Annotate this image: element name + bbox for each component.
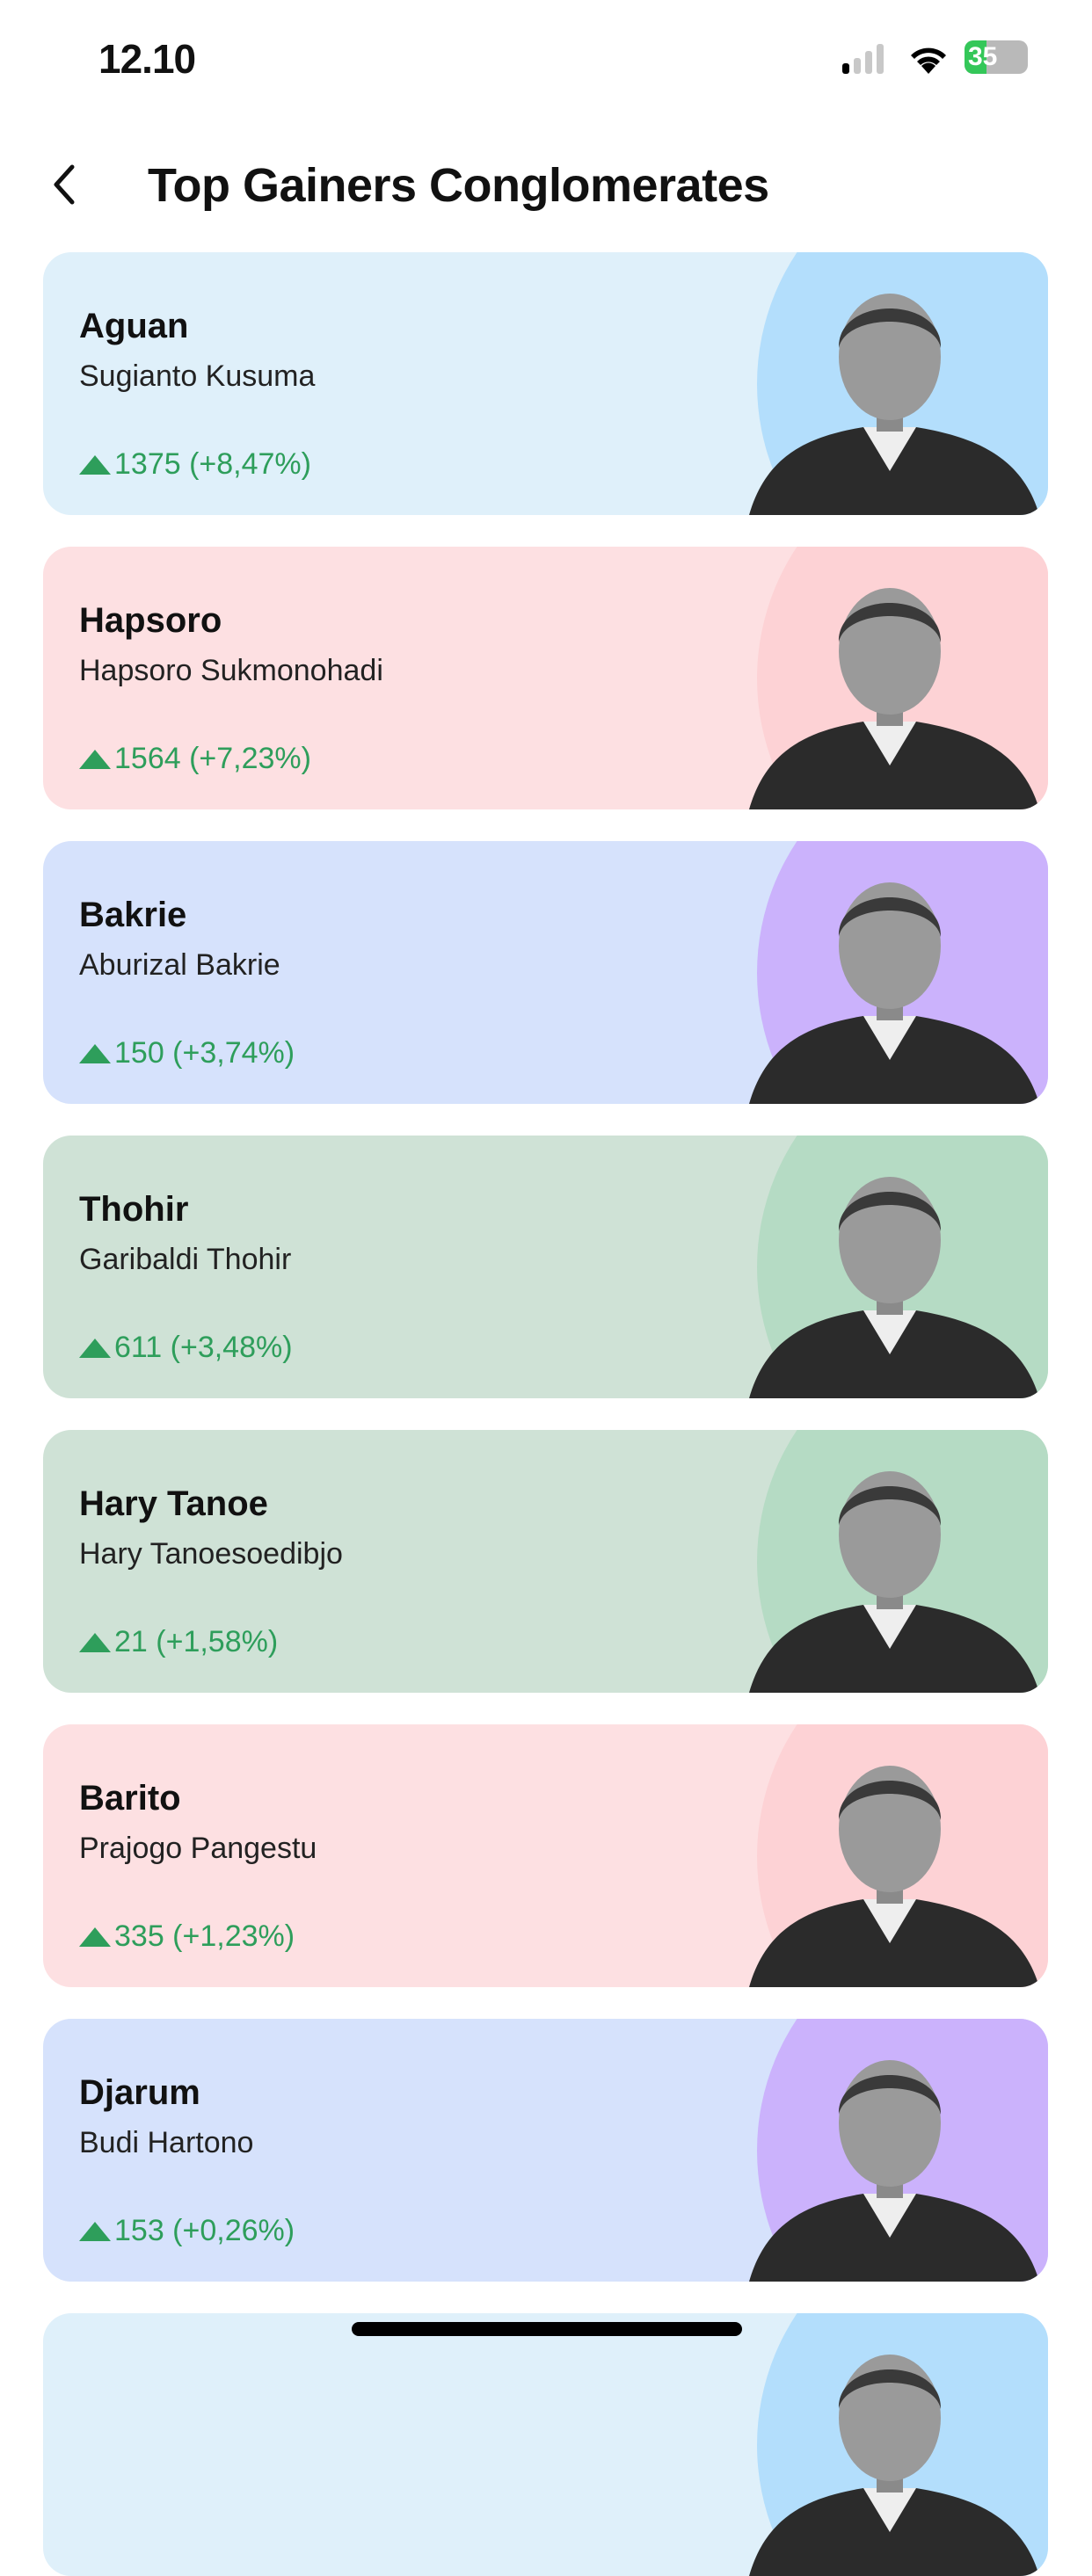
price-change: 1375 (+8,47%)	[79, 447, 311, 482]
owner-photo	[749, 882, 1039, 1104]
owner-name: Hapsoro Sukmonohadi	[79, 654, 383, 687]
price-change-value: 1564 (+7,23%)	[114, 742, 311, 775]
group-name: Barito	[79, 1779, 181, 1818]
conglomerate-card[interactable]: Bakrie Aburizal Bakrie 150 (+3,74%)	[43, 841, 1048, 1104]
header: Top Gainers Conglomerates	[0, 149, 1092, 220]
price-change-value: 335 (+1,23%)	[114, 1919, 295, 1953]
group-name: Thohir	[79, 1190, 189, 1229]
group-name: Hary Tanoe	[79, 1484, 268, 1523]
group-name: Aguan	[79, 307, 189, 345]
price-change: 1564 (+7,23%)	[79, 742, 311, 776]
battery-charging-icon: 35	[965, 40, 1028, 74]
owner-photo	[749, 1766, 1039, 1987]
triangle-up-icon	[79, 2221, 111, 2241]
price-change: 21 (+1,58%)	[79, 1625, 278, 1659]
owner-photo	[749, 1471, 1039, 1693]
price-change-value: 1375 (+8,47%)	[114, 447, 311, 481]
owner-name: Sugianto Kusuma	[79, 359, 316, 393]
group-name: Bakrie	[79, 896, 187, 934]
battery-level: 35	[968, 42, 998, 71]
triangle-up-icon	[79, 1927, 111, 1947]
group-name: Hapsoro	[79, 601, 222, 640]
price-change-value: 21 (+1,58%)	[114, 1625, 279, 1658]
conglomerate-card[interactable]: Djarum Budi Hartono 153 (+0,26%)	[43, 2019, 1048, 2282]
price-change-value: 150 (+3,74%)	[114, 1036, 295, 1070]
group-name: Djarum	[79, 2073, 200, 2112]
wifi-icon	[911, 47, 946, 74]
owner-photo	[749, 1177, 1039, 1398]
home-indicator[interactable]	[352, 2322, 742, 2336]
owner-photo	[749, 294, 1039, 515]
page-title: Top Gainers Conglomerates	[148, 159, 769, 212]
owner-name: Prajogo Pangestu	[79, 1832, 317, 1865]
owner-name: Aburizal Bakrie	[79, 948, 280, 982]
owner-photo	[749, 2355, 1039, 2576]
owner-photo	[749, 2060, 1039, 2282]
conglomerate-card[interactable]: Aguan Sugianto Kusuma 1375 (+8,47%)	[43, 252, 1048, 515]
triangle-up-icon	[79, 1338, 111, 1358]
conglomerate-card[interactable]: Thohir Garibaldi Thohir 611 (+3,48%)	[43, 1136, 1048, 1398]
triangle-up-icon	[79, 1043, 111, 1063]
status-time: 12.10	[98, 36, 196, 82]
price-change: 611 (+3,48%)	[79, 1331, 293, 1365]
conglomerate-card[interactable]: Hapsoro Hapsoro Sukmonohadi 1564 (+7,23%…	[43, 547, 1048, 809]
conglomerate-card[interactable]: Barito Prajogo Pangestu 335 (+1,23%)	[43, 1724, 1048, 1987]
triangle-up-icon	[79, 454, 111, 475]
price-change-value: 153 (+0,26%)	[114, 2214, 295, 2247]
conglomerate-card[interactable]	[43, 2313, 1048, 2576]
owner-name: Hary Tanoesoedibjo	[79, 1537, 343, 1571]
conglomerate-card[interactable]: Hary Tanoe Hary Tanoesoedibjo 21 (+1,58%…	[43, 1430, 1048, 1693]
triangle-up-icon	[79, 749, 111, 769]
owner-name: Budi Hartono	[79, 2126, 254, 2159]
signal-icon	[842, 44, 884, 74]
status-bar: 12.10 35	[0, 0, 1092, 114]
price-change: 153 (+0,26%)	[79, 2214, 295, 2248]
owner-photo	[749, 588, 1039, 809]
chevron-left-icon[interactable]	[47, 162, 83, 207]
price-change: 335 (+1,23%)	[79, 1919, 295, 1954]
price-change-value: 611 (+3,48%)	[114, 1331, 293, 1364]
owner-name: Garibaldi Thohir	[79, 1243, 292, 1276]
triangle-up-icon	[79, 1632, 111, 1652]
price-change: 150 (+3,74%)	[79, 1036, 295, 1070]
